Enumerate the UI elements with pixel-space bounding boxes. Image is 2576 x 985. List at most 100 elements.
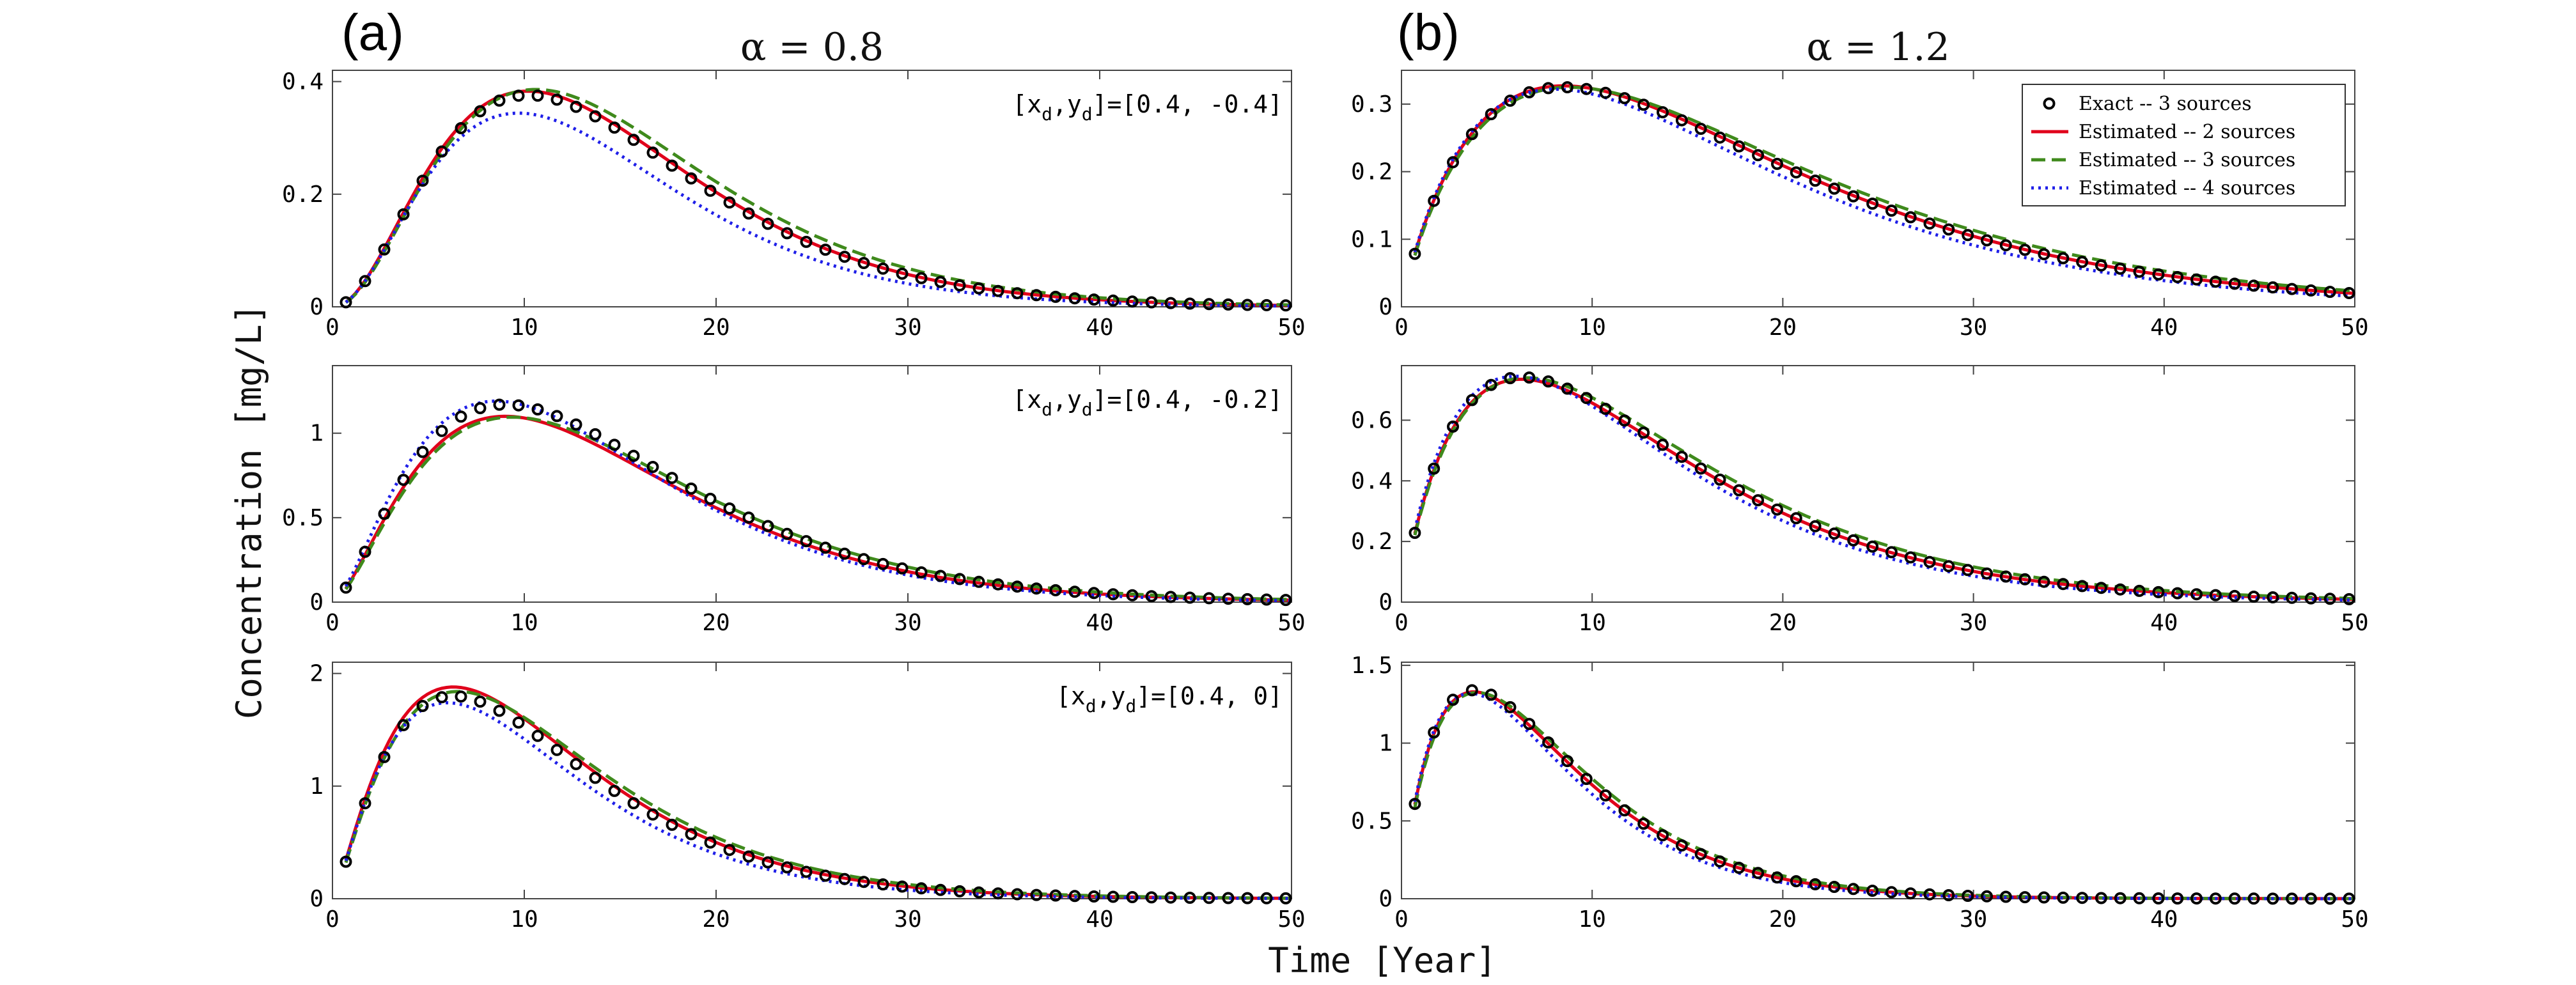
exact-marker — [1049, 584, 1062, 596]
exact-marker — [1828, 527, 1841, 540]
annotation-part: ,y — [1052, 90, 1082, 118]
x-axis-label: Time [Year] — [1268, 940, 1497, 981]
exact-marker — [2323, 892, 2336, 905]
exact-marker — [1923, 888, 1936, 901]
exact-marker — [589, 428, 602, 440]
exact-marker — [2343, 287, 2355, 299]
exact-marker — [2209, 589, 2222, 601]
exact-marker — [1713, 855, 1726, 868]
exact-marker — [1999, 890, 2012, 903]
exact-marker — [2152, 892, 2165, 904]
exact-marker — [1465, 128, 1478, 141]
y-tick-label: 0.2 — [282, 182, 324, 208]
exact-marker — [2304, 284, 2317, 297]
exact-marker — [1222, 593, 1235, 605]
exact-marker — [550, 410, 563, 423]
x-tick-label: 0 — [325, 314, 340, 341]
exact-marker — [2076, 580, 2089, 593]
x-tick-label: 0 — [1394, 906, 1409, 933]
y-tick-label: 1 — [309, 773, 324, 800]
exact-marker — [2247, 591, 2260, 603]
exact-marker — [1904, 887, 1917, 900]
exact-marker — [435, 424, 448, 437]
x-tick-label: 50 — [1277, 314, 1305, 341]
exact-marker — [2343, 593, 2355, 605]
exact-marker — [723, 844, 736, 857]
x-tick-label: 50 — [2341, 314, 2368, 341]
exact-marker — [992, 578, 1004, 591]
x-tick-label: 50 — [1277, 906, 1305, 933]
exact-marker — [531, 729, 544, 742]
exact-marker — [1885, 205, 1898, 217]
exact-marker — [1713, 473, 1726, 486]
annotation-part: [x — [1012, 385, 1042, 414]
exact-marker — [704, 184, 717, 197]
exact-marker — [1657, 438, 1669, 451]
exact-marker — [2209, 892, 2222, 905]
exact-marker — [2095, 259, 2107, 272]
exact-marker — [1771, 503, 1783, 516]
exact-marker — [512, 399, 525, 412]
annotation-part: ,y — [1097, 682, 1126, 710]
y-tick-label: 0.2 — [1351, 529, 1393, 555]
exact-marker — [896, 562, 909, 575]
x-tick-label: 10 — [1579, 314, 1606, 341]
exact-marker — [1504, 95, 1517, 107]
exact-marker — [1809, 878, 1822, 890]
exact-marker — [1981, 234, 1993, 247]
exact-marker — [1088, 587, 1100, 600]
exact-marker — [1809, 520, 1822, 532]
exact-marker — [1279, 594, 1292, 607]
exact-marker — [1942, 560, 1955, 573]
annotation-part: ]=[0.4, 0] — [1136, 682, 1283, 710]
x-tick-label: 40 — [2150, 906, 2178, 933]
exact-marker — [742, 511, 755, 524]
exact-marker — [1260, 299, 1273, 311]
exact-marker — [1847, 534, 1860, 547]
chart-title: α = 1.2 — [1806, 25, 1949, 70]
exact-marker — [1126, 589, 1139, 601]
exact-marker — [627, 797, 640, 810]
exact-marker — [1504, 372, 1517, 385]
exact-marker — [972, 282, 985, 295]
exact-marker — [493, 398, 506, 411]
exact-marker — [877, 557, 889, 570]
exact-marker — [1847, 883, 1860, 896]
exact-marker — [2095, 892, 2107, 904]
exact-marker — [1657, 829, 1669, 842]
exact-marker — [397, 208, 410, 221]
exact-marker — [608, 121, 621, 134]
series-line-est4 — [344, 701, 1291, 901]
exact-marker — [1523, 718, 1536, 731]
x-tick-label: 30 — [1960, 906, 1987, 933]
y-tick-label: 1.5 — [1351, 653, 1393, 679]
x-tick-label: 40 — [1086, 610, 1113, 636]
exact-marker — [819, 244, 832, 256]
exact-marker — [1713, 131, 1726, 144]
exact-marker — [378, 508, 391, 520]
x-tick-label: 40 — [2150, 314, 2178, 341]
x-tick-label: 20 — [1769, 314, 1797, 341]
series-line-est3 — [345, 88, 1291, 307]
exact-marker — [1790, 512, 1802, 525]
exact-marker — [1485, 688, 1497, 701]
exact-marker — [1447, 420, 1459, 433]
axes-frame — [1401, 70, 2355, 307]
exact-marker — [1771, 157, 1783, 170]
exact-marker — [857, 876, 870, 888]
exact-marker — [1428, 726, 1440, 739]
exact-marker — [992, 284, 1004, 297]
exact-marker — [972, 886, 985, 899]
chart-axes-5: 0 10 20 30 40 50 0 0.5 1 1.5 — [1351, 653, 2369, 933]
exact-marker — [512, 89, 525, 102]
chart-axes-4: 0 10 20 30 40 50 0 0.2 0.4 0.6 — [1351, 365, 2369, 636]
legend-marker-exact — [2043, 97, 2056, 110]
exact-marker — [2304, 892, 2317, 905]
exact-marker — [2228, 589, 2241, 602]
exact-marker — [1694, 123, 1707, 135]
exact-marker — [2286, 283, 2299, 295]
x-tick-label: 40 — [1086, 906, 1113, 933]
x-tick-label: 20 — [702, 610, 730, 636]
